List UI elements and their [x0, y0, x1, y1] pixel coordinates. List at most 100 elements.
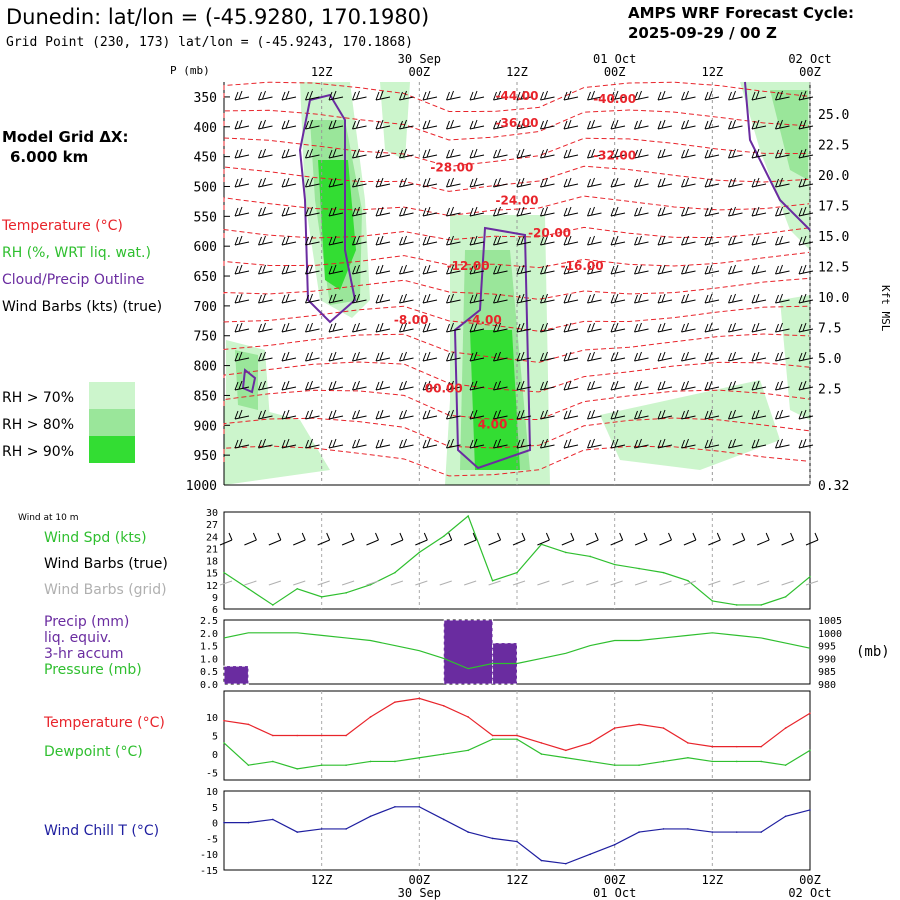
y-tick-label: 12 — [206, 581, 218, 592]
wind-barb — [728, 293, 743, 304]
wind-barb — [469, 148, 485, 159]
cloud-outline — [298, 93, 357, 324]
grid-wind-barb — [268, 580, 281, 586]
wind-barb — [563, 90, 579, 101]
y-tick-label: 15 — [206, 569, 218, 580]
wind-barb — [422, 90, 438, 101]
wind-barb — [610, 322, 626, 333]
wind-barb — [281, 235, 297, 246]
data-point — [784, 815, 787, 818]
height-tick-label: 0.32 — [818, 479, 849, 494]
wind-barb — [704, 235, 720, 246]
wind-barb — [728, 148, 743, 159]
wind-barb — [634, 322, 649, 333]
data-point — [784, 764, 787, 766]
data-point — [394, 806, 396, 808]
wind-barb — [657, 119, 673, 130]
data-point — [418, 806, 421, 808]
wind-barb — [563, 351, 579, 362]
wind-barb — [683, 532, 697, 546]
wind-barb — [798, 438, 814, 449]
wind-barb — [422, 293, 438, 304]
data-point — [711, 760, 714, 763]
wind-barb — [775, 177, 790, 188]
wind-barb — [258, 322, 273, 333]
legend: Temperature (°C) RH (%, WRT liq. wat.) Clo… — [1, 218, 162, 315]
wind-barb — [493, 322, 508, 333]
wind-barb — [305, 409, 320, 420]
wind-barb — [516, 293, 532, 304]
rh-region — [224, 400, 330, 485]
wind-barb — [446, 206, 461, 217]
grid-wind-barb — [537, 580, 550, 586]
wind-barb — [399, 177, 414, 188]
wind-barb — [234, 119, 250, 130]
wind-barb — [775, 351, 790, 362]
wind-barb — [540, 293, 555, 304]
wind-chill-panel: 10 5 0 -5 -10 -15 Wind Chill T (°C) — [44, 787, 811, 877]
wind-barb — [728, 351, 743, 362]
data-point — [662, 828, 665, 830]
wind-barb — [234, 438, 250, 449]
isotherm — [223, 417, 810, 449]
wind-barb — [281, 409, 297, 420]
data-point — [613, 764, 616, 766]
wind-barb — [798, 177, 814, 188]
wind-barb — [751, 177, 767, 188]
wind-barb — [681, 90, 696, 101]
height-tick-label: 10.0 — [818, 291, 849, 306]
grid-wind-barb — [683, 580, 697, 586]
wind-barb — [399, 351, 414, 362]
legend-item: Wind Barbs (kts) (true) — [2, 299, 162, 315]
wind-barb — [610, 438, 626, 449]
wind-barb — [258, 409, 273, 420]
wind-barb — [281, 351, 297, 362]
wind-barb — [751, 380, 767, 391]
data-point — [296, 587, 299, 590]
wind-barb — [516, 90, 532, 101]
grid-wind-barb — [781, 580, 794, 586]
wind-barb — [469, 409, 485, 420]
data-point — [662, 727, 665, 729]
wind-barb — [493, 177, 508, 188]
wind-barb — [366, 532, 379, 546]
data-point — [735, 745, 738, 748]
bottom-hour-label: 00Z — [799, 873, 821, 887]
wind-barb — [634, 206, 649, 217]
data-point — [589, 760, 592, 763]
wind-barb — [657, 380, 673, 391]
wind-barb — [775, 409, 790, 420]
wind-barb — [422, 409, 438, 420]
grid-wind-barb — [439, 580, 452, 586]
wind-barb — [469, 90, 485, 101]
wind-barb — [704, 409, 720, 420]
wind-barb — [751, 322, 767, 333]
wind-barb — [305, 438, 320, 449]
wind-barb — [610, 351, 626, 362]
wind-barb — [775, 148, 790, 159]
wind-barb — [775, 380, 790, 391]
wind-barb — [704, 119, 720, 130]
bottom-date-label: 01 Oct — [593, 886, 636, 900]
wind-barb — [751, 148, 767, 159]
wind-barb — [293, 532, 306, 546]
height-tick-label: 22.5 — [818, 139, 849, 154]
wind-barb — [328, 177, 344, 188]
cloud-outline — [453, 226, 532, 470]
wind-barb — [751, 409, 767, 420]
wind-barb — [610, 206, 626, 217]
y-tick-label: 24 — [206, 532, 218, 543]
wind-barb — [446, 409, 461, 420]
wind-barb — [234, 409, 250, 420]
data-point — [516, 571, 518, 574]
wind-barb — [728, 177, 743, 188]
wind-barb — [352, 322, 367, 333]
wind-barb — [798, 90, 814, 101]
wind-barb — [258, 438, 273, 449]
wind-barb — [516, 380, 532, 391]
wind-barb — [634, 532, 648, 546]
wind-barb — [375, 119, 391, 130]
bottom-hour-label: 12Z — [506, 873, 528, 887]
data-point — [296, 831, 299, 833]
